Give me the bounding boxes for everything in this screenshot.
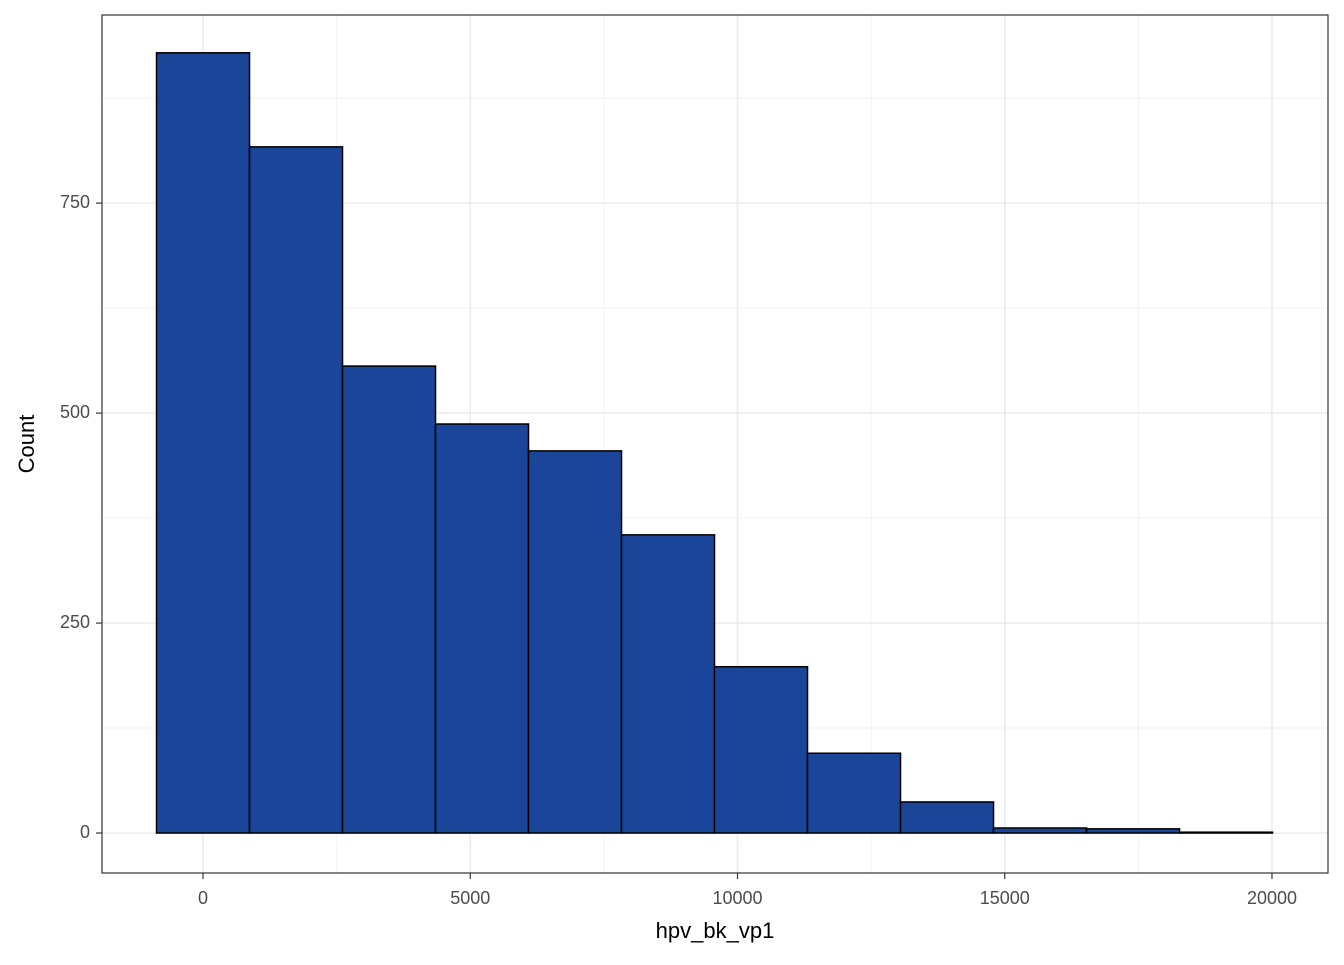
bars: [155, 52, 1274, 834]
x-tick-label: 10000: [712, 888, 762, 908]
bar: [620, 534, 716, 834]
bar: [992, 827, 1088, 834]
bar: [248, 146, 344, 834]
axes: 0 5000 10000 15000 20000 0 250 500 750: [60, 192, 1297, 908]
bar: [713, 665, 809, 834]
y-axis-title: Count: [14, 415, 39, 474]
x-axis-title: hpv_bk_vp1: [656, 918, 775, 943]
bar: [1085, 828, 1181, 834]
bar: [527, 450, 623, 834]
bar: [341, 365, 437, 834]
y-tick-label: 0: [80, 822, 90, 842]
y-tick-label: 500: [60, 402, 90, 422]
x-tick-label: 20000: [1247, 888, 1297, 908]
bar: [899, 801, 995, 834]
bar: [806, 752, 902, 834]
x-tick-label: 15000: [980, 888, 1030, 908]
y-tick-label: 750: [60, 192, 90, 212]
bar: [434, 423, 530, 834]
x-tick-label: 5000: [450, 888, 490, 908]
x-tick-label: 0: [198, 888, 208, 908]
bar: [1178, 831, 1274, 834]
bar: [155, 52, 251, 834]
y-tick-label: 250: [60, 612, 90, 632]
panel-border: [101, 14, 1329, 874]
